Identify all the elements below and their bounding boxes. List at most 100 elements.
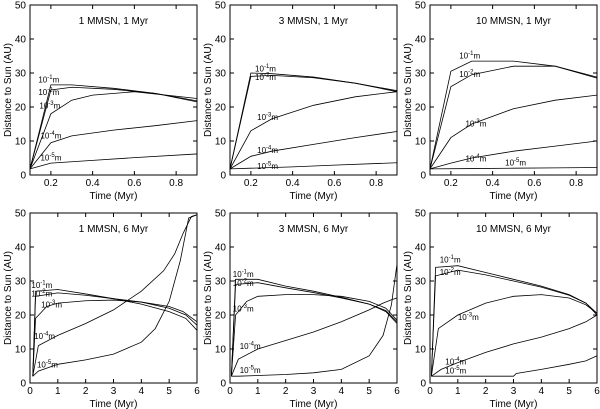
series-label-exponent: -4 bbox=[249, 342, 255, 348]
series-label-unit: m bbox=[473, 70, 480, 79]
y-tick-label: 40 bbox=[415, 35, 427, 46]
series-label-unit: m bbox=[460, 357, 467, 366]
plot-frame bbox=[229, 4, 398, 176]
series-line-4 bbox=[32, 214, 198, 377]
x-tick-label: 2 bbox=[83, 386, 89, 397]
x-tick-label: 6 bbox=[194, 386, 200, 397]
chart-title: 3 MMSN, 6 Myr bbox=[279, 224, 349, 235]
y-tick-label: 50 bbox=[215, 209, 227, 220]
series-label-base: 10 bbox=[445, 357, 454, 366]
series-line-2 bbox=[429, 65, 598, 169]
series-line-2 bbox=[32, 292, 198, 377]
y-tick-label: 10 bbox=[415, 137, 427, 148]
series-label-5: 10-5m bbox=[240, 365, 261, 375]
series-label-base: 10 bbox=[240, 342, 249, 351]
series-label-4: 10-4m bbox=[40, 131, 61, 141]
y-tick-label: 10 bbox=[415, 345, 427, 356]
series-label-unit: m bbox=[454, 268, 461, 277]
series-label-4: 10-4m bbox=[445, 357, 466, 367]
series-line-3 bbox=[230, 294, 398, 377]
x-axis-label: Time (Myr) bbox=[290, 399, 338, 409]
x-tick-label: 4 bbox=[539, 386, 545, 397]
y-tick-label: 30 bbox=[15, 277, 27, 288]
series-label-base: 10 bbox=[240, 366, 249, 375]
x-tick-label: 0.2 bbox=[44, 178, 58, 189]
series-label-exponent: -4 bbox=[43, 331, 49, 337]
series-label-4: 10-4m bbox=[240, 342, 261, 352]
x-tick-label: 5 bbox=[366, 386, 372, 397]
chart-title: 1 MMSN, 1 Myr bbox=[79, 16, 149, 27]
series-label-base: 10 bbox=[465, 120, 474, 129]
y-axis-label: Distance to Sun (AU) bbox=[3, 43, 14, 137]
series-label-base: 10 bbox=[38, 88, 47, 97]
y-tick-label: 50 bbox=[15, 1, 27, 12]
series-line-4 bbox=[429, 140, 598, 170]
series-label-base: 10 bbox=[255, 64, 264, 73]
y-tick-label: 30 bbox=[15, 69, 27, 80]
series-label-unit: m bbox=[254, 366, 261, 375]
x-tick-label: 1 bbox=[455, 386, 461, 397]
chart-panel-5: 0 1 2 3 4 5 6 0 10 20 30 40 50 3 MMSN, 6 Myr Time (Myr… bbox=[203, 209, 400, 409]
y-tick-label: 20 bbox=[15, 103, 27, 114]
y-axis-label: Distance to Sun (AU) bbox=[203, 251, 214, 345]
series-label-base: 10 bbox=[465, 154, 474, 163]
y-tick-label: 0 bbox=[220, 171, 226, 182]
series-label-exponent: -3 bbox=[242, 304, 248, 310]
series-label-2: 10-2m bbox=[38, 88, 59, 98]
y-axis-label: Distance to Sun (AU) bbox=[3, 251, 14, 345]
series-label-4: 10-4m bbox=[257, 145, 278, 155]
x-axis-label: Time (Myr) bbox=[90, 399, 138, 409]
chart-panel-1: 0.2 0.4 0.6 0.8 0 10 20 30 40 50 1 MMSN, 1 Myr Time… bbox=[3, 1, 198, 202]
x-tick-label: 3 bbox=[511, 386, 517, 397]
x-tick-label: 0.6 bbox=[327, 178, 341, 189]
chart-title: 1 MMSN, 6 Myr bbox=[79, 224, 149, 235]
series-label-base: 10 bbox=[233, 279, 242, 288]
x-axis-label: Time (Myr) bbox=[90, 191, 138, 202]
series-label-base: 10 bbox=[39, 102, 48, 111]
series-label-exponent: -4 bbox=[49, 131, 55, 137]
x-tick-label: 0.2 bbox=[244, 178, 258, 189]
series-label-5: 10-5m bbox=[37, 360, 58, 370]
series-label-2: 10-2m bbox=[440, 267, 461, 277]
y-tick-label: 50 bbox=[15, 209, 27, 220]
series-label-exponent: -4 bbox=[454, 357, 460, 363]
series-label-exponent: -3 bbox=[467, 313, 473, 319]
series-label-exponent: -5 bbox=[249, 365, 255, 371]
series-label-unit: m bbox=[519, 158, 526, 167]
series-line-3 bbox=[430, 294, 598, 377]
x-tick-label: 0.6 bbox=[127, 178, 141, 189]
x-tick-label: 6 bbox=[594, 386, 600, 397]
series-label-exponent: -2 bbox=[242, 279, 248, 285]
series-label-base: 10 bbox=[38, 76, 47, 85]
series-label-unit: m bbox=[55, 153, 62, 162]
y-tick-label: 40 bbox=[215, 243, 227, 254]
series-label-5: 10-5m bbox=[40, 153, 61, 163]
series-label-base: 10 bbox=[31, 281, 40, 290]
series-label-3: 10-3m bbox=[39, 101, 60, 111]
series-label-exponent: -2 bbox=[264, 72, 270, 78]
series-label-unit: m bbox=[54, 102, 61, 111]
series-label-unit: m bbox=[247, 270, 254, 279]
series-label-1: 10-1m bbox=[38, 75, 59, 85]
x-tick-label: 2 bbox=[283, 386, 289, 397]
y-tick-label: 20 bbox=[15, 311, 27, 322]
x-tick-label: 0.2 bbox=[444, 178, 458, 189]
series-label-base: 10 bbox=[233, 305, 242, 314]
series-label-base: 10 bbox=[458, 313, 467, 322]
series-label-unit: m bbox=[473, 52, 480, 61]
y-tick-label: 0 bbox=[20, 171, 26, 182]
x-axis-label: Time (Myr) bbox=[490, 399, 538, 409]
y-axis-label: Distance to Sun (AU) bbox=[203, 43, 214, 137]
series-label-exponent: -5 bbox=[49, 153, 55, 159]
x-tick-label: 3 bbox=[311, 386, 317, 397]
series-label-exponent: -3 bbox=[474, 119, 480, 125]
series-line-4 bbox=[231, 297, 398, 377]
y-tick-label: 30 bbox=[415, 277, 427, 288]
y-axis-label: Distance to Sun (AU) bbox=[403, 251, 414, 345]
series-label-base: 10 bbox=[31, 289, 40, 298]
series-label-exponent: -3 bbox=[50, 300, 56, 306]
series-label-exponent: -3 bbox=[48, 101, 54, 107]
x-tick-label: 0.8 bbox=[569, 178, 583, 189]
x-tick-label: 6 bbox=[394, 386, 400, 397]
series-line-2 bbox=[229, 74, 398, 169]
